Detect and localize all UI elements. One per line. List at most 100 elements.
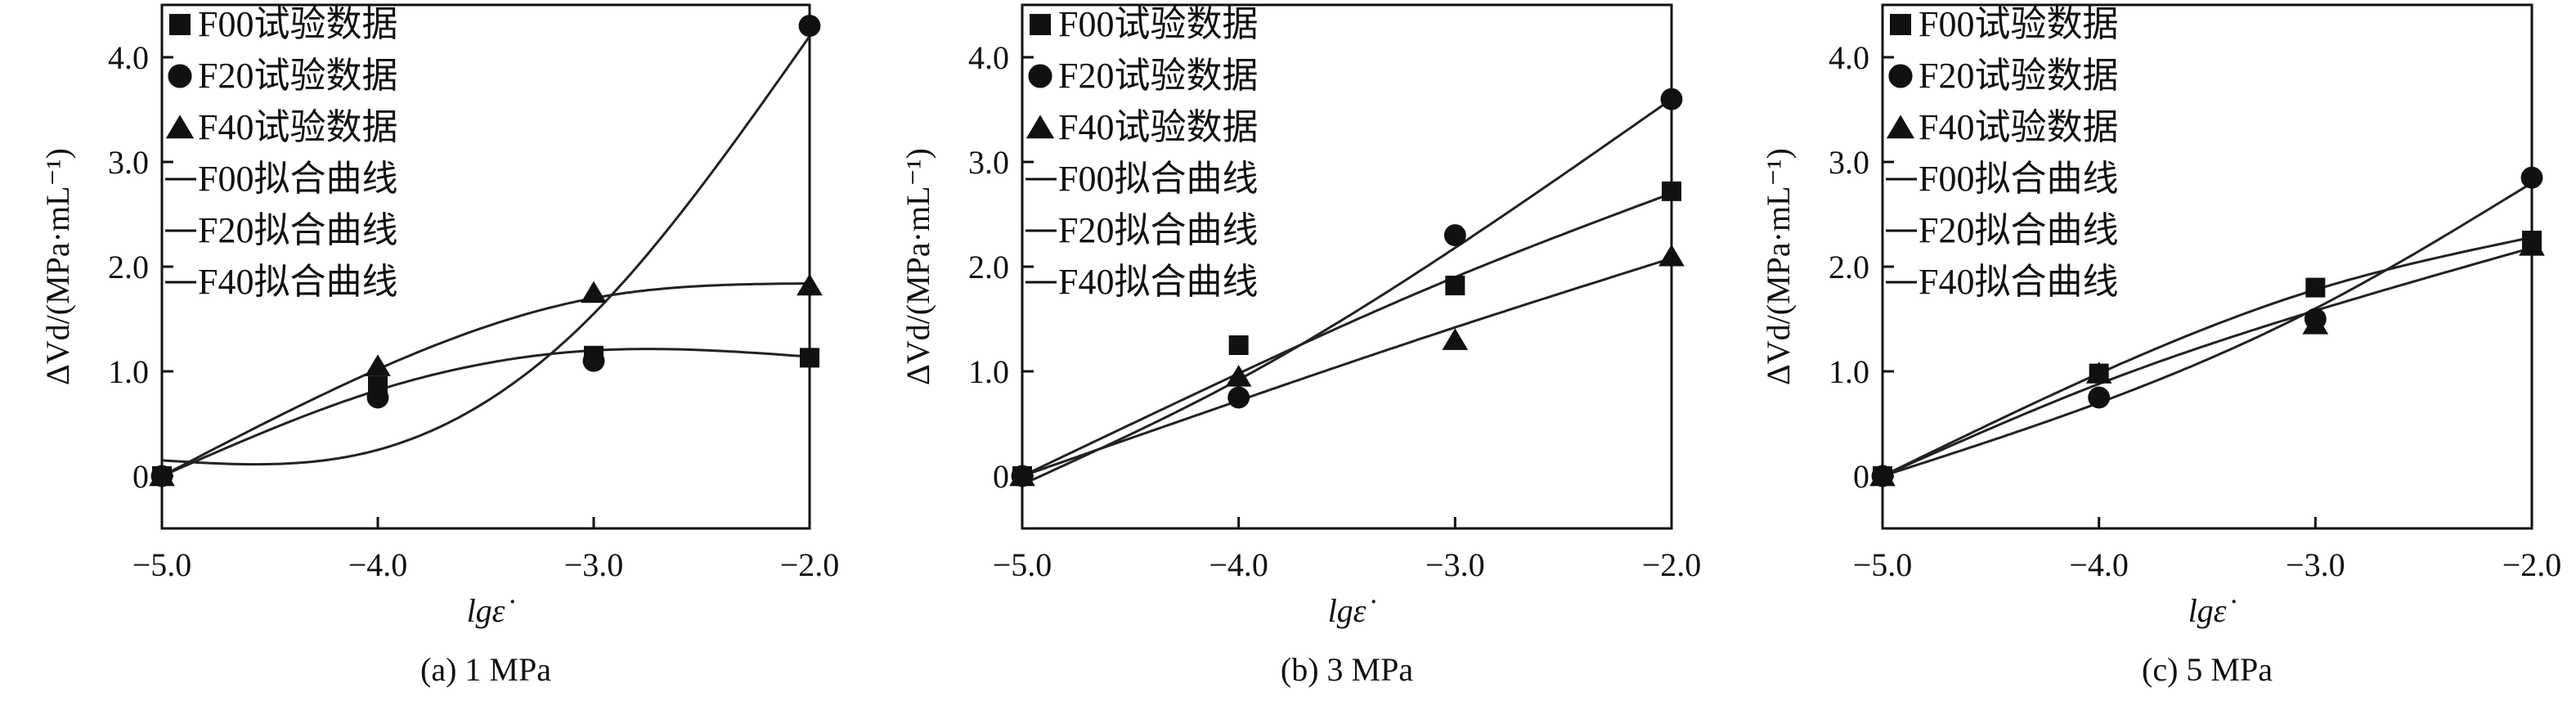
legend-marker <box>1030 14 1051 35</box>
y-tick-label: 0 <box>1853 458 1869 495</box>
panel-caption: (b) 3 MPa <box>1281 651 1413 688</box>
data-point <box>1009 464 1035 487</box>
data-point <box>798 15 821 38</box>
legend-marker <box>1028 64 1052 88</box>
legend-label: F40拟合曲线 <box>1058 262 1258 302</box>
legend-label: F40试验数据 <box>198 107 397 147</box>
y-tick-label: 2.0 <box>968 249 1009 285</box>
x-axis-label: lgε̇ <box>1328 592 1376 629</box>
legend-label: F00拟合曲线 <box>1058 159 1258 199</box>
data-point <box>2519 234 2545 256</box>
legend-marker <box>1886 115 1915 139</box>
legend-label: F00拟合曲线 <box>1919 159 2118 199</box>
data-point <box>1442 328 1469 350</box>
legend-label: F40拟合曲线 <box>1919 262 2118 302</box>
data-point <box>1662 181 1681 201</box>
x-tick-label: −2.0 <box>1642 546 1702 583</box>
x-tick-label: −2.0 <box>780 546 840 583</box>
y-tick-label: 2.0 <box>108 249 149 285</box>
legend-marker <box>1025 115 1055 139</box>
fit-curve <box>1882 236 2533 478</box>
x-tick-label: −3.0 <box>564 546 624 583</box>
y-tick-label: 3.0 <box>968 144 1009 181</box>
fit-curve <box>1021 97 1672 486</box>
fit-curve <box>1021 257 1672 478</box>
legend-marker <box>169 14 191 35</box>
x-tick-label: −2.0 <box>2502 546 2562 583</box>
legend-label: F20试验数据 <box>1058 56 1258 96</box>
data-point <box>1869 464 1896 487</box>
data-point <box>2520 166 2543 189</box>
y-tick-label: 3.0 <box>108 144 149 181</box>
data-point <box>1445 276 1465 296</box>
legend-label: F20试验数据 <box>198 56 397 96</box>
x-tick-label: −4.0 <box>1209 546 1268 583</box>
y-axis-label: ΔVd/(MPa·mL⁻¹) <box>1760 148 1797 385</box>
x-tick-label: −4.0 <box>2069 546 2129 583</box>
y-tick-label: 4.0 <box>1829 39 1869 76</box>
chart-panel-1: 0 1.0 2.0 3.0 4.0 −5.0 −4.0 −3.0 −2.0 lgε̇ ΔVd/(MP… <box>39 3 840 688</box>
legend-label: F20拟合曲线 <box>198 210 397 250</box>
fit-curve <box>1882 246 2533 478</box>
data-point <box>2085 362 2112 384</box>
x-axis-label: lgε̇ <box>2188 592 2237 629</box>
data-point <box>2305 277 2326 298</box>
data-point <box>1443 224 1466 247</box>
legend-label: F20拟合曲线 <box>1058 210 1258 250</box>
data-point <box>1227 386 1250 409</box>
fit-curve <box>1021 191 1672 478</box>
y-tick-label: 0 <box>993 458 1009 495</box>
fit-curve <box>161 282 810 478</box>
data-point <box>581 281 607 303</box>
y-axis-label: ΔVd/(MPa·mL⁻¹) <box>39 148 76 385</box>
x-tick-label: −5.0 <box>132 546 192 583</box>
data-point <box>366 386 389 409</box>
legend-marker <box>168 64 192 88</box>
x-tick-label: −4.0 <box>348 546 408 583</box>
legend-label: F00试验数据 <box>1058 4 1258 44</box>
legend-marker <box>165 115 195 139</box>
legend-label: F00拟合曲线 <box>198 159 397 199</box>
chart-panel-3: 0 1.0 2.0 3.0 4.0 −5.0 −4.0 −3.0 −2.0 lgε̇ ΔVd/(MP… <box>1760 3 2562 688</box>
legend-marker <box>1888 64 1913 88</box>
legend-label: F40拟合曲线 <box>198 262 397 302</box>
y-tick-label: 4.0 <box>968 39 1009 76</box>
x-tick-label: −3.0 <box>2286 546 2345 583</box>
data-point <box>1658 244 1685 267</box>
y-tick-label: 4.0 <box>108 39 149 76</box>
legend-label: F20拟合曲线 <box>1919 210 2118 250</box>
x-tick-label: −5.0 <box>993 546 1052 583</box>
chart-panel-2: 0 1.0 2.0 3.0 4.0 −5.0 −4.0 −3.0 −2.0 lgε̇ ΔVd/(MP… <box>900 3 1702 688</box>
panel-caption: (c) 5 MPa <box>2142 651 2273 688</box>
data-point <box>2088 386 2111 409</box>
y-tick-label: 2.0 <box>1829 249 1869 285</box>
y-tick-label: 3.0 <box>1829 144 1869 181</box>
x-axis-label: lgε̇ <box>467 592 515 629</box>
legend-marker <box>1890 14 1911 35</box>
x-tick-label: −3.0 <box>1425 546 1485 583</box>
data-point <box>149 464 175 487</box>
data-point <box>1228 335 1249 355</box>
legend-label: F40试验数据 <box>1058 107 1258 147</box>
y-tick-label: 1.0 <box>1829 353 1869 390</box>
data-point <box>797 273 823 296</box>
data-point <box>365 354 391 376</box>
y-axis-label: ΔVd/(MPa·mL⁻¹) <box>900 148 936 385</box>
data-point <box>1660 88 1683 110</box>
fit-curve <box>161 348 810 478</box>
x-tick-label: −5.0 <box>1853 546 1913 583</box>
legend-label: F40试验数据 <box>1919 107 2118 147</box>
data-point <box>582 349 605 372</box>
y-tick-label: 1.0 <box>968 353 1009 390</box>
y-tick-label: 1.0 <box>108 353 149 390</box>
data-point <box>1225 365 1252 387</box>
legend-label: F00试验数据 <box>1919 4 2118 44</box>
y-tick-label: 0 <box>132 458 149 495</box>
legend-label: F00试验数据 <box>198 4 397 44</box>
data-point <box>2302 312 2329 335</box>
legend-label: F20试验数据 <box>1919 56 2118 96</box>
panel-caption: (a) 1 MPa <box>420 651 551 688</box>
fit-curve <box>161 35 811 466</box>
